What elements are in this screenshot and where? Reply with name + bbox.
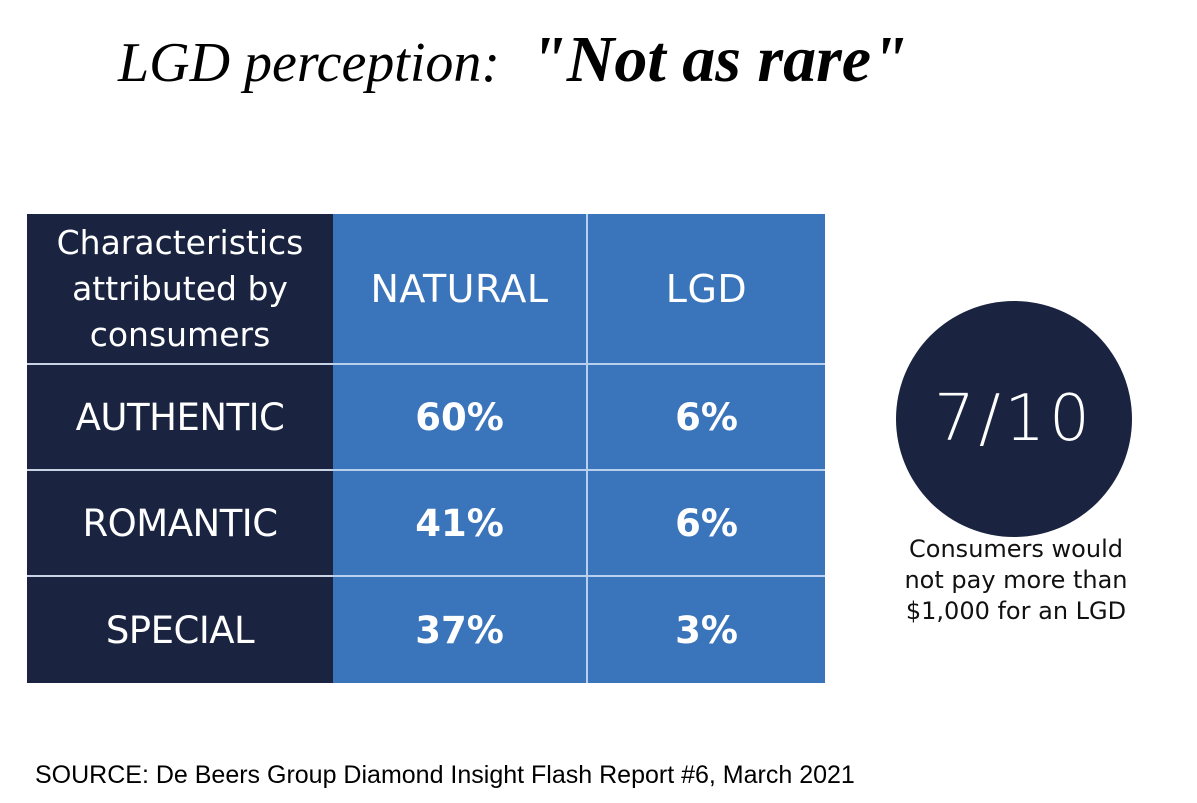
caption-line: $1,000 for an LGD	[905, 597, 1127, 625]
header-line: consumers	[89, 314, 271, 354]
stat-caption: Consumers would not pay more than $1,000…	[890, 534, 1142, 627]
table-header-natural: NATURAL	[333, 214, 588, 365]
value-special-natural: 37%	[333, 577, 588, 683]
stat-value: 7/10	[934, 382, 1094, 456]
comparison-table: Characteristics attributed by consumers …	[27, 214, 825, 683]
stat-circle: 7/10	[896, 301, 1132, 537]
header-line: attributed by	[72, 268, 288, 308]
table-header-lgd: LGD	[588, 214, 825, 365]
row-label-romantic: ROMANTIC	[27, 471, 333, 577]
value-special-lgd: 3%	[588, 577, 825, 683]
page-title: LGD perception: "Not as rare"	[118, 22, 908, 98]
caption-line: Consumers would	[909, 535, 1123, 563]
row-label-special: SPECIAL	[27, 577, 333, 683]
title-quote: "Not as rare"	[530, 23, 908, 96]
row-label-authentic: AUTHENTIC	[27, 365, 333, 471]
table-header-characteristics: Characteristics attributed by consumers	[27, 214, 333, 365]
source-note: SOURCE: De Beers Group Diamond Insight F…	[35, 761, 855, 789]
header-line: Characteristics	[56, 222, 304, 262]
title-lead: LGD perception:	[118, 32, 501, 94]
value-authentic-natural: 60%	[333, 365, 588, 471]
caption-line: not pay more than	[904, 566, 1128, 594]
value-romantic-lgd: 6%	[588, 471, 825, 577]
value-romantic-natural: 41%	[333, 471, 588, 577]
value-authentic-lgd: 6%	[588, 365, 825, 471]
